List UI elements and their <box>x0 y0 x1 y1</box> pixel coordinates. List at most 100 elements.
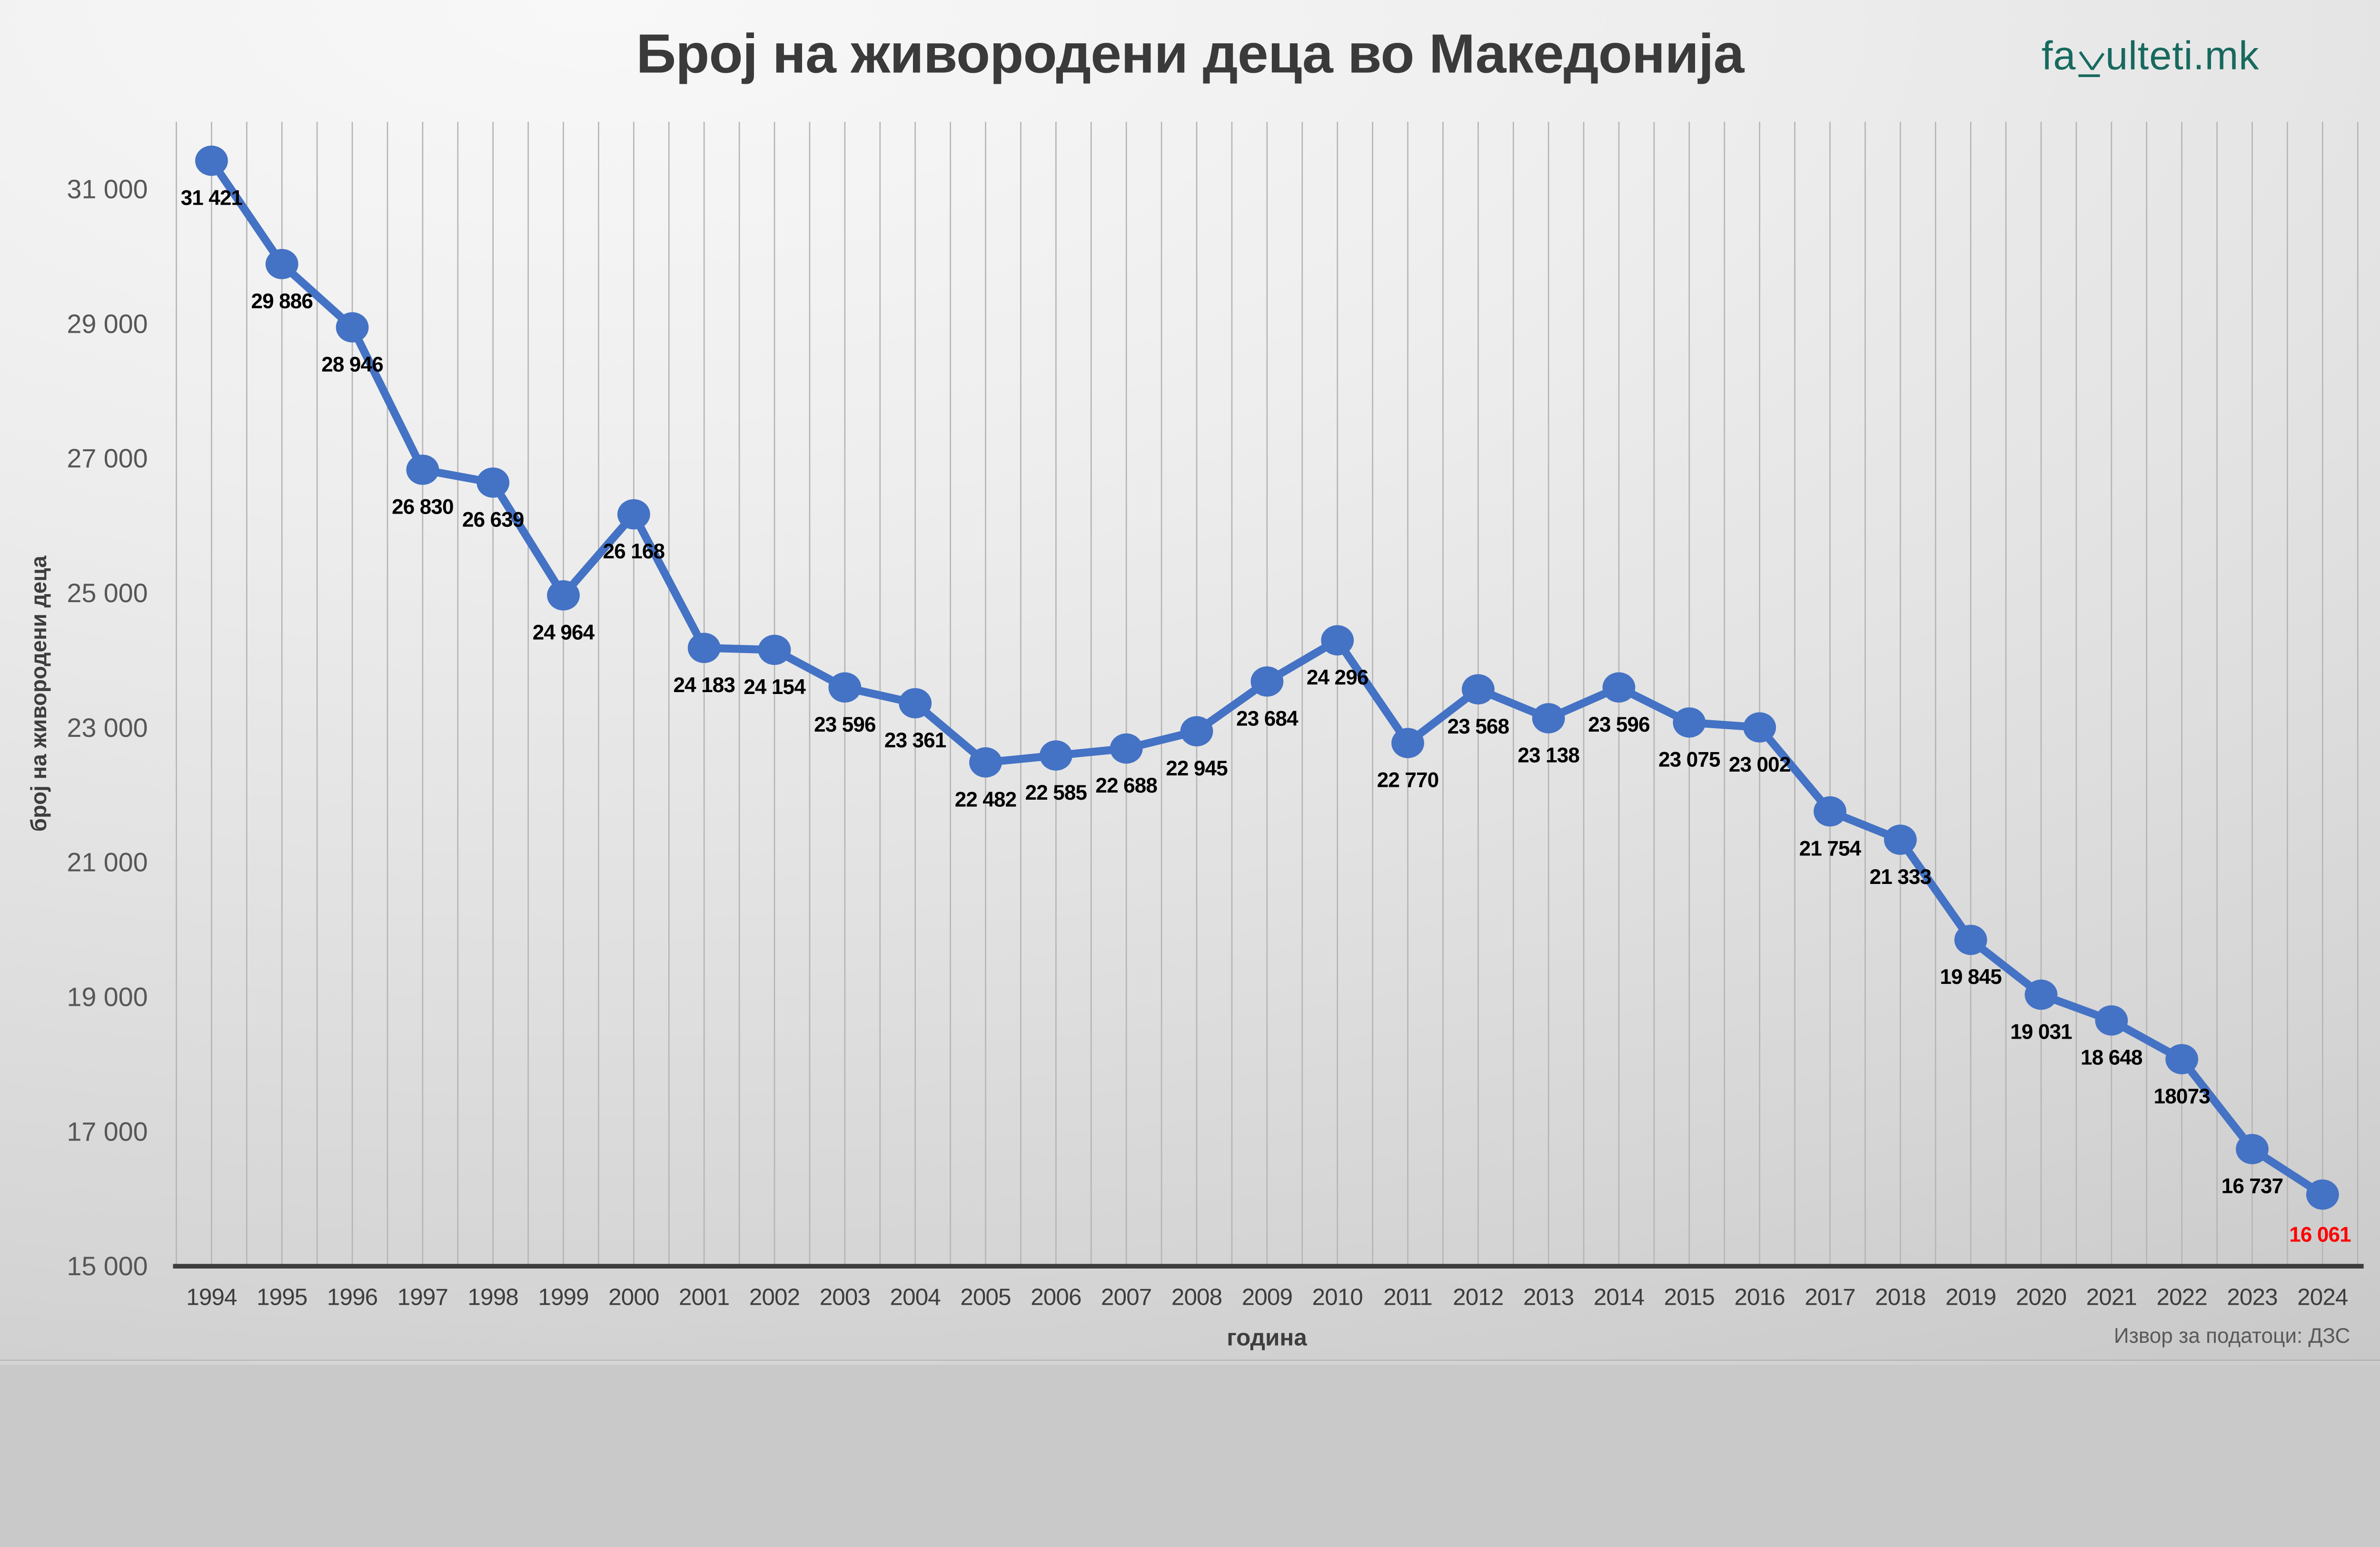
x-tick-label-2023: 2023 <box>2227 1284 2277 1310</box>
data-label-2006: 22 585 <box>1025 781 1087 804</box>
data-point-2006 <box>1039 740 1072 771</box>
data-point-2009 <box>1250 666 1284 697</box>
data-label-2004: 23 361 <box>884 729 946 752</box>
data-point-1995 <box>265 248 298 279</box>
data-point-2001 <box>687 633 721 663</box>
live-births-line-chart: 15 000 17 000 19 000 21 000 23 000 25 000 27 0… <box>67 121 2364 1310</box>
y-tick-label-25000: 25 000 <box>67 578 148 608</box>
data-point-2013 <box>1532 703 1565 734</box>
data-point-2023 <box>2236 1134 2269 1164</box>
data-label-1999: 24 964 <box>533 621 595 644</box>
x-tick-label-2012: 2012 <box>1453 1284 1503 1310</box>
data-label-1998: 26 639 <box>462 508 524 532</box>
x-tick-label-1996: 1996 <box>327 1284 377 1310</box>
x-tick-label-2003: 2003 <box>820 1284 870 1310</box>
x-tick-label-2008: 2008 <box>1171 1284 1222 1310</box>
data-point-2024 <box>2306 1179 2339 1210</box>
logo-k-checkmark-icon <box>2078 51 2105 77</box>
x-tick-label-2014: 2014 <box>1594 1284 1645 1310</box>
data-label-2020: 19 031 <box>2010 1020 2072 1043</box>
data-point-2002 <box>758 635 791 665</box>
x-tick-label-2001: 2001 <box>679 1284 729 1310</box>
x-tick-label-1997: 1997 <box>397 1284 448 1310</box>
data-label-2007: 22 688 <box>1095 774 1157 797</box>
data-label-2024: 16 061 <box>2289 1223 2351 1246</box>
x-axis-line <box>173 1264 2364 1269</box>
x-tick-label-2018: 2018 <box>1875 1284 1925 1310</box>
x-tick-label-2000: 2000 <box>608 1284 659 1310</box>
data-points <box>195 145 2339 1210</box>
x-tick-label-2020: 2020 <box>2016 1284 2066 1310</box>
logo-text-after: ulteti.mk <box>2105 33 2260 79</box>
data-point-2017 <box>1814 796 1846 827</box>
y-axis-ticks: 15 000 17 000 19 000 21 000 23 000 25 000 27 0… <box>67 175 148 1281</box>
data-label-2001: 24 183 <box>673 674 735 697</box>
data-point-2019 <box>1954 924 1987 955</box>
x-tick-label-1999: 1999 <box>538 1284 588 1310</box>
x-tick-label-2007: 2007 <box>1101 1284 1151 1310</box>
data-point-2021 <box>2095 1005 2128 1036</box>
x-tick-label-2019: 2019 <box>1945 1284 1996 1310</box>
data-labels: 31 421 29 886 28 946 26 830 26 639 24 964 26 1… <box>181 186 2351 1246</box>
data-point-2022 <box>2165 1044 2199 1074</box>
data-label-1997: 26 830 <box>392 495 454 518</box>
y-tick-label-21000: 21 000 <box>67 848 148 877</box>
x-tick-label-2010: 2010 <box>1312 1284 1363 1310</box>
x-tick-label-1994: 1994 <box>186 1284 237 1310</box>
x-tick-label-2004: 2004 <box>890 1284 941 1310</box>
data-point-1998 <box>476 467 510 498</box>
data-label-2021: 18 648 <box>2081 1046 2142 1069</box>
data-point-2011 <box>1391 728 1424 758</box>
data-point-2015 <box>1673 707 1706 738</box>
data-label-2010: 24 296 <box>1307 666 1368 689</box>
x-tick-label-2022: 2022 <box>2156 1284 2207 1310</box>
data-label-2019: 19 845 <box>1940 965 2002 989</box>
data-label-2017: 21 754 <box>1799 837 1862 860</box>
slide-bottom-edge <box>0 1359 2380 1365</box>
x-axis-baseline <box>173 1264 2364 1269</box>
data-point-2014 <box>1602 672 1636 703</box>
x-tick-label-2011: 2011 <box>1383 1284 1432 1310</box>
gridlines <box>176 121 2359 1266</box>
data-point-2008 <box>1180 716 1213 746</box>
x-tick-label-2024: 2024 <box>2297 1284 2348 1310</box>
x-tick-label-2013: 2013 <box>1523 1284 1574 1310</box>
data-label-2009: 23 684 <box>1236 707 1299 730</box>
data-point-2018 <box>1884 824 1917 855</box>
data-label-2015: 23 075 <box>1658 748 1720 771</box>
x-tick-label-2002: 2002 <box>749 1284 800 1310</box>
fakulteti-logo: fa ulteti.mk <box>2042 33 2259 79</box>
data-label-2002: 24 154 <box>744 675 806 699</box>
y-tick-label-27000: 27 000 <box>67 444 148 473</box>
data-point-1999 <box>547 580 580 611</box>
data-point-2010 <box>1321 625 1354 655</box>
data-label-2014: 23 596 <box>1588 713 1650 736</box>
data-label-2023: 16 737 <box>2221 1175 2283 1198</box>
x-tick-label-1998: 1998 <box>468 1284 518 1310</box>
data-label-2008: 22 945 <box>1166 757 1228 780</box>
x-tick-label-2015: 2015 <box>1664 1284 1715 1310</box>
data-label-1994: 31 421 <box>181 186 243 209</box>
x-tick-label-2017: 2017 <box>1805 1284 1855 1310</box>
data-label-2018: 21 333 <box>1870 865 1932 889</box>
data-point-2016 <box>1743 712 1776 743</box>
data-point-1994 <box>195 145 228 176</box>
data-label-2012: 23 568 <box>1448 715 1509 738</box>
data-point-1997 <box>406 455 439 485</box>
data-label-2013: 23 138 <box>1517 744 1579 767</box>
y-tick-label-31000: 31 000 <box>67 175 148 204</box>
data-label-2011: 22 770 <box>1377 769 1439 792</box>
x-tick-label-2006: 2006 <box>1031 1284 1081 1310</box>
y-tick-label-23000: 23 000 <box>67 713 148 743</box>
x-tick-label-2021: 2021 <box>2086 1284 2137 1310</box>
data-label-2005: 22 482 <box>955 788 1017 811</box>
data-point-2020 <box>2024 979 2058 1010</box>
logo-text-before: fa <box>2041 33 2076 79</box>
data-point-2003 <box>828 672 862 703</box>
data-point-2005 <box>969 747 1002 778</box>
x-axis-title: година <box>1227 1324 1307 1350</box>
x-tick-label-2005: 2005 <box>960 1284 1011 1310</box>
x-tick-label-2009: 2009 <box>1242 1284 1292 1310</box>
x-tick-label-2016: 2016 <box>1735 1284 1785 1310</box>
data-point-1996 <box>336 312 369 343</box>
